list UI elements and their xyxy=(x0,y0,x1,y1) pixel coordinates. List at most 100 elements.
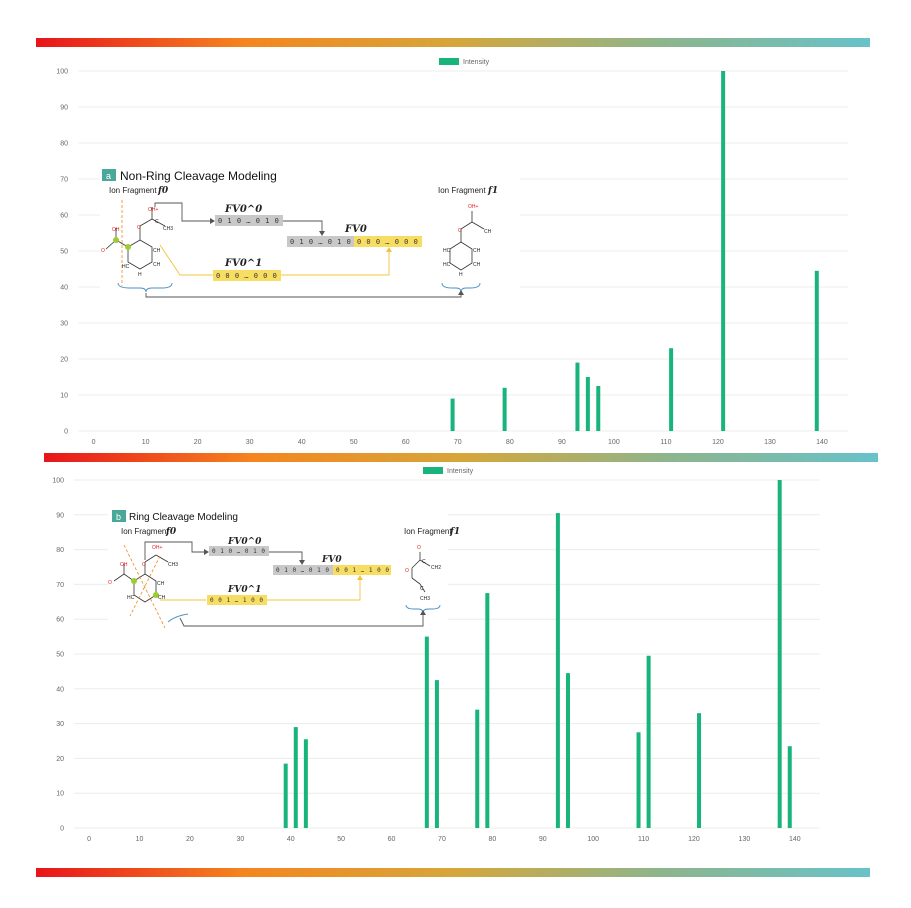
x-tick-label: 100 xyxy=(587,836,599,843)
bar-mz-109[interactable] xyxy=(636,732,641,828)
bar-mz-41[interactable] xyxy=(293,727,298,828)
x-tick-label: 140 xyxy=(789,836,801,843)
arrow-up-right xyxy=(458,290,464,295)
chem-o-right: O xyxy=(458,228,462,234)
chem-ch3: CH3 xyxy=(168,562,178,568)
x-tick-label: 30 xyxy=(246,439,254,446)
chem-hc: HC xyxy=(127,595,135,601)
chem-oh-plus-right: OH+ xyxy=(468,204,479,210)
y-tick-label: 60 xyxy=(56,617,64,624)
fv-merged-label: FV0 xyxy=(344,224,367,235)
x-tick-label: 120 xyxy=(712,439,724,446)
chem-o-right: O xyxy=(417,545,421,551)
bar-mz-43[interactable] xyxy=(303,739,308,828)
arrow-yellow-up xyxy=(267,579,361,601)
bar-mz-137[interactable] xyxy=(777,480,782,828)
x-tick-label: 80 xyxy=(488,836,496,843)
fv-merged-yellow-bits: 0 0 0 … 0 0 0 xyxy=(357,238,418,246)
fv-top-label: FV0^0 xyxy=(227,537,262,547)
chem-o: O xyxy=(142,562,146,568)
bar-mz-69[interactable] xyxy=(434,680,439,828)
chem-o-right-2: O xyxy=(405,568,409,574)
bar-mz-97[interactable] xyxy=(596,386,601,431)
bar-mz-111[interactable] xyxy=(646,655,651,828)
x-tick-label: 60 xyxy=(388,836,396,843)
fv-bottom-bits: 0 0 0 … 0 0 0 xyxy=(216,272,277,280)
legend-label[interactable]: Intensity xyxy=(463,59,490,66)
bar-mz-93[interactable] xyxy=(575,362,580,431)
arrow-top xyxy=(144,541,204,560)
bar-mz-69[interactable] xyxy=(450,398,455,431)
fv-bottom-box xyxy=(213,270,281,281)
x-tick-label: 10 xyxy=(136,836,144,843)
brace-left xyxy=(117,282,173,293)
bar-mz-79[interactable] xyxy=(502,387,507,431)
fragment-right-label: Ion Fragment xyxy=(438,186,486,195)
y-tick-label: 20 xyxy=(60,357,68,364)
inset-badge-letter: a xyxy=(106,171,111,181)
chem-hc-right-2: HC xyxy=(443,262,451,268)
chem-ch2-right: CH2 xyxy=(431,565,441,571)
bar-mz-93[interactable] xyxy=(555,513,560,828)
x-tick-label: 80 xyxy=(506,439,514,446)
y-tick-label: 10 xyxy=(60,393,68,400)
legend-swatch[interactable] xyxy=(423,467,443,474)
molecule-left xyxy=(113,544,169,629)
fragment-left-label: Ion Fragment xyxy=(109,186,157,195)
inset-badge-letter: b xyxy=(116,512,121,522)
x-tick-label: 20 xyxy=(194,439,202,446)
inset-title: Non-Ring Cleavage Modeling xyxy=(120,169,277,183)
fv-top-label: FV0^0 xyxy=(224,204,262,215)
bar-mz-121[interactable] xyxy=(721,71,726,431)
bar-mz-139[interactable] xyxy=(814,270,819,431)
chart-bottom: 0 10 20 30 40 50 60 70 80 90 100 0 10 20 30 40 50 60 70 80 9… xyxy=(52,467,820,843)
bar-mz-95[interactable] xyxy=(565,673,570,828)
arrow-to-merged-head xyxy=(299,560,305,565)
x-tick-label: 90 xyxy=(539,836,547,843)
legend-label[interactable]: Intensity xyxy=(447,468,474,475)
bar-mz-111[interactable] xyxy=(669,348,674,431)
bar-mz-39[interactable] xyxy=(283,763,288,828)
connector-bottom xyxy=(179,614,424,627)
x-tick-label: 10 xyxy=(142,439,150,446)
y-tick-label: 80 xyxy=(56,547,64,554)
fv-top-bits: 0 1 0 … 0 1 0 xyxy=(212,548,265,555)
chem-c-right: C xyxy=(422,559,426,565)
bar-mz-95[interactable] xyxy=(585,377,590,431)
arrow-up-right xyxy=(420,610,426,615)
fv-merged-gray-box xyxy=(273,565,333,575)
x-tick-label: 130 xyxy=(764,439,776,446)
brace-left xyxy=(167,613,189,623)
inset-badge xyxy=(112,510,126,522)
bar-mz-79[interactable] xyxy=(485,593,490,828)
fv-merged-yellow-box xyxy=(354,236,422,247)
gradient-divider-middle xyxy=(44,453,878,462)
fv-merged-gray-bits: 0 1 0 … 0 1 0 xyxy=(290,238,351,246)
bar-mz-77[interactable] xyxy=(475,709,480,828)
legend-swatch[interactable] xyxy=(439,58,459,65)
bar-mz-139[interactable] xyxy=(787,746,792,828)
inset-ring-cleavage: b Ring Cleavage Modeling Ion Fragment f0… xyxy=(108,506,460,629)
y-tick-label: 10 xyxy=(56,791,64,798)
inset-badge xyxy=(102,169,116,181)
arrow-top-head xyxy=(204,549,209,555)
fv-bottom-bits: 0 0 1 … 1 0 0 xyxy=(210,597,263,604)
fv-bottom-box xyxy=(207,595,267,605)
y-tick-label: 20 xyxy=(56,756,64,763)
bar-mz-67[interactable] xyxy=(424,636,429,828)
x-tick-label: 20 xyxy=(186,836,194,843)
inset-title: Ring Cleavage Modeling xyxy=(129,512,238,523)
x-tick-label: 120 xyxy=(688,836,700,843)
chem-ch-2: CH xyxy=(158,595,166,601)
bar-mz-121[interactable] xyxy=(697,713,702,828)
fragment-right-symbol: f1 xyxy=(449,527,460,537)
chem-ch3: CH3 xyxy=(163,226,173,232)
arrow-to-merged-head xyxy=(319,231,325,236)
y-tick-label: 90 xyxy=(56,512,64,519)
x-tick-label: 130 xyxy=(739,836,751,843)
molecule-left xyxy=(105,200,166,286)
chem-c-right-2: C xyxy=(420,586,424,592)
y-tick-label: 70 xyxy=(56,582,64,589)
chem-ch-right-3: CH xyxy=(473,262,481,268)
